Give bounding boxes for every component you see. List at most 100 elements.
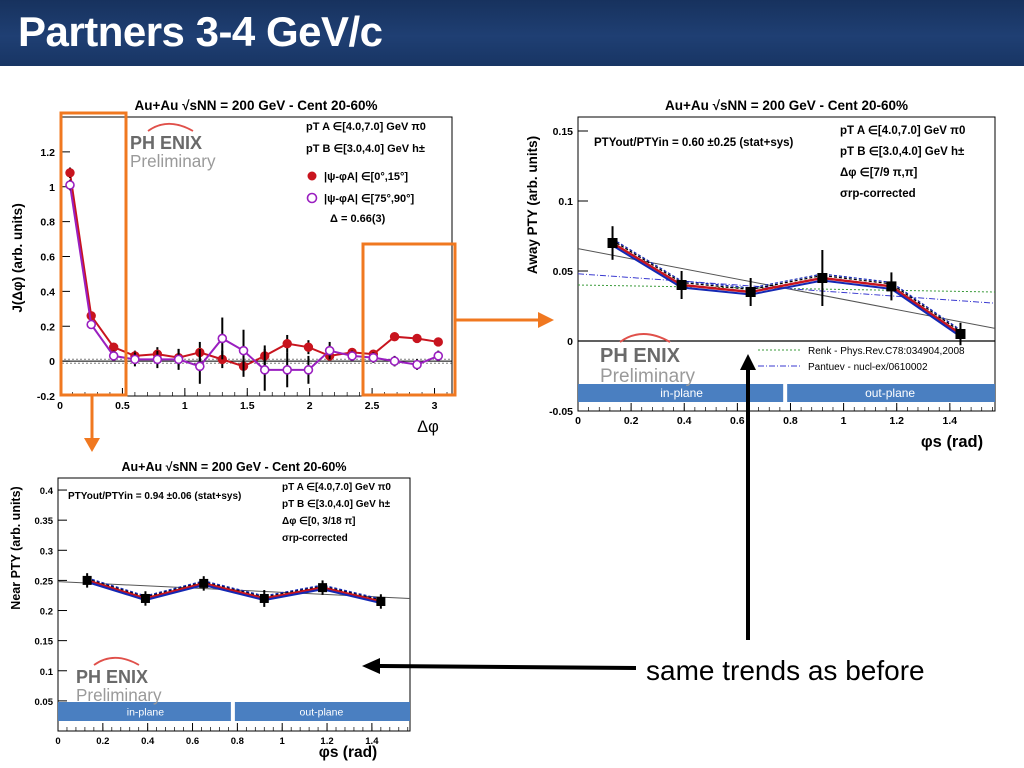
- legend-text: Δφ ∈[0, 3/18 π]: [282, 516, 356, 527]
- y-tick-label: 0.05: [35, 697, 54, 708]
- data-point: [318, 583, 328, 593]
- annotation-arrows: [362, 354, 756, 674]
- data-point: [368, 352, 379, 363]
- x-axis-label: φs (rad): [921, 433, 983, 451]
- data-point: [389, 356, 400, 366]
- data-point: [282, 365, 293, 375]
- x-tick-label: 3: [432, 400, 438, 412]
- x-tick-label: 1: [182, 400, 188, 412]
- series-line: [86, 579, 382, 603]
- data-point: [376, 596, 386, 606]
- y-tick-label: 0.25: [35, 576, 54, 587]
- x-tick-label: 0.6: [186, 736, 199, 747]
- legend-text: σrp-corrected: [840, 188, 916, 200]
- data-point: [82, 575, 92, 585]
- data-point: [389, 332, 400, 342]
- logo-sub: Preliminary: [76, 686, 162, 705]
- series-line: [612, 244, 962, 338]
- data-point: [745, 287, 756, 297]
- band-in-plane: [578, 384, 784, 402]
- logo-arc: [619, 333, 671, 343]
- data-point: [173, 354, 184, 365]
- data-point: [347, 351, 357, 361]
- plot-frame: [577, 116, 996, 412]
- arrow-head: [538, 312, 554, 328]
- y-tick-label: 0.8: [40, 217, 55, 229]
- legend-text: pT A ∈[4.0,7.0] GeV π0: [306, 121, 426, 133]
- legend-text: pT B ∈[3.0,4.0] GeV h±: [282, 499, 391, 510]
- y-axis-label: Near PTY (arb. units): [9, 486, 23, 609]
- data-point: [955, 329, 966, 339]
- x-tick-label: 1.2: [889, 415, 904, 427]
- data-point: [130, 354, 140, 365]
- legend-text: σrp-corrected: [282, 533, 348, 544]
- data-point: [199, 578, 209, 588]
- arrow-head: [84, 438, 100, 452]
- series-line: [612, 239, 961, 332]
- away-side-highlight: [361, 242, 457, 397]
- x-tick-label: 1.5: [240, 400, 255, 412]
- band-label: in-plane: [660, 386, 703, 400]
- series-line: [86, 581, 382, 605]
- data-point: [607, 238, 618, 248]
- chart-title: Au+Au √sNN = 200 GeV - Cent 20-60%: [122, 460, 347, 474]
- data-point: [108, 351, 119, 361]
- x-tick-label: 1: [280, 736, 286, 747]
- y-tick-label: 0.2: [40, 607, 53, 618]
- data-point: [412, 359, 422, 370]
- data-point: [259, 365, 270, 375]
- logo-name: PH ENIX: [130, 133, 202, 153]
- logo-name: PH ENIX: [76, 667, 148, 687]
- data-point: [86, 319, 97, 330]
- data-point: [303, 342, 314, 352]
- x-tick-label: 0.2: [96, 736, 109, 747]
- band-out-plane: [234, 702, 410, 721]
- x-tick-label: 0.4: [677, 415, 692, 427]
- x-tick-label: 0.6: [730, 415, 745, 427]
- series-line: [86, 577, 381, 600]
- data-point: [412, 333, 422, 344]
- y-tick-label: 0.35: [35, 516, 54, 527]
- chart-title: Au+Au √sNN = 200 GeV - Cent 20-60%: [665, 98, 908, 113]
- y-tick-label: 1.2: [40, 147, 55, 159]
- logo-arc: [147, 122, 194, 132]
- data-point: [259, 593, 269, 603]
- data-point: [433, 351, 444, 361]
- y-tick-label: 0.1: [558, 196, 573, 208]
- x-tick-label: 1.4: [943, 415, 958, 427]
- ratio-text: PTYout/PTYin = 0.60 ±0.25 (stat+sys): [594, 137, 794, 149]
- y-tick-label: 0: [49, 356, 55, 368]
- data-point: [817, 273, 828, 283]
- near-side-highlight: [59, 111, 128, 397]
- legend-text: Renk - Phys.Rev.C78:034904,2008: [808, 346, 965, 357]
- x-tick-label: 0: [55, 736, 60, 747]
- y-tick-label: 0.4: [40, 486, 54, 497]
- annotation-text: same trends as before: [646, 655, 925, 686]
- data-point: [676, 280, 687, 290]
- y-tick-label: 0.1: [40, 667, 54, 678]
- arrow-left: [377, 664, 637, 670]
- ratio-text: PTYout/PTYin = 0.94 ±0.06 (stat+sys): [68, 491, 241, 502]
- legend-text: pT B ∈[3.0,4.0] GeV h±: [306, 143, 425, 155]
- y-tick-label: 0.15: [553, 126, 574, 138]
- legend-text: |ψ-φA| ∈[75°,90°]: [324, 193, 415, 205]
- y-axis-label: J(Δφ) (arb. units): [10, 203, 25, 312]
- legend-text: |ψ-φA| ∈[0°,15°]: [324, 171, 408, 183]
- legend-marker: [306, 192, 318, 204]
- y-tick-label: 0.6: [40, 252, 55, 264]
- logo-sub: Preliminary: [130, 152, 216, 171]
- x-axis-label: Δφ: [417, 418, 439, 436]
- y-tick-label: -0.05: [549, 406, 573, 418]
- arrow-head: [740, 354, 756, 370]
- band-out-plane: [787, 384, 995, 402]
- data-point: [886, 281, 897, 292]
- x-tick-label: 0: [575, 415, 581, 427]
- y-tick-label: 0.3: [40, 546, 53, 557]
- legend-marker: [307, 171, 317, 181]
- x-tick-label: 0.8: [231, 736, 244, 747]
- y-tick-label: 0.05: [553, 266, 574, 278]
- legend-text: pT A ∈[4.0,7.0] GeV π0: [282, 482, 391, 493]
- data-point: [217, 333, 228, 344]
